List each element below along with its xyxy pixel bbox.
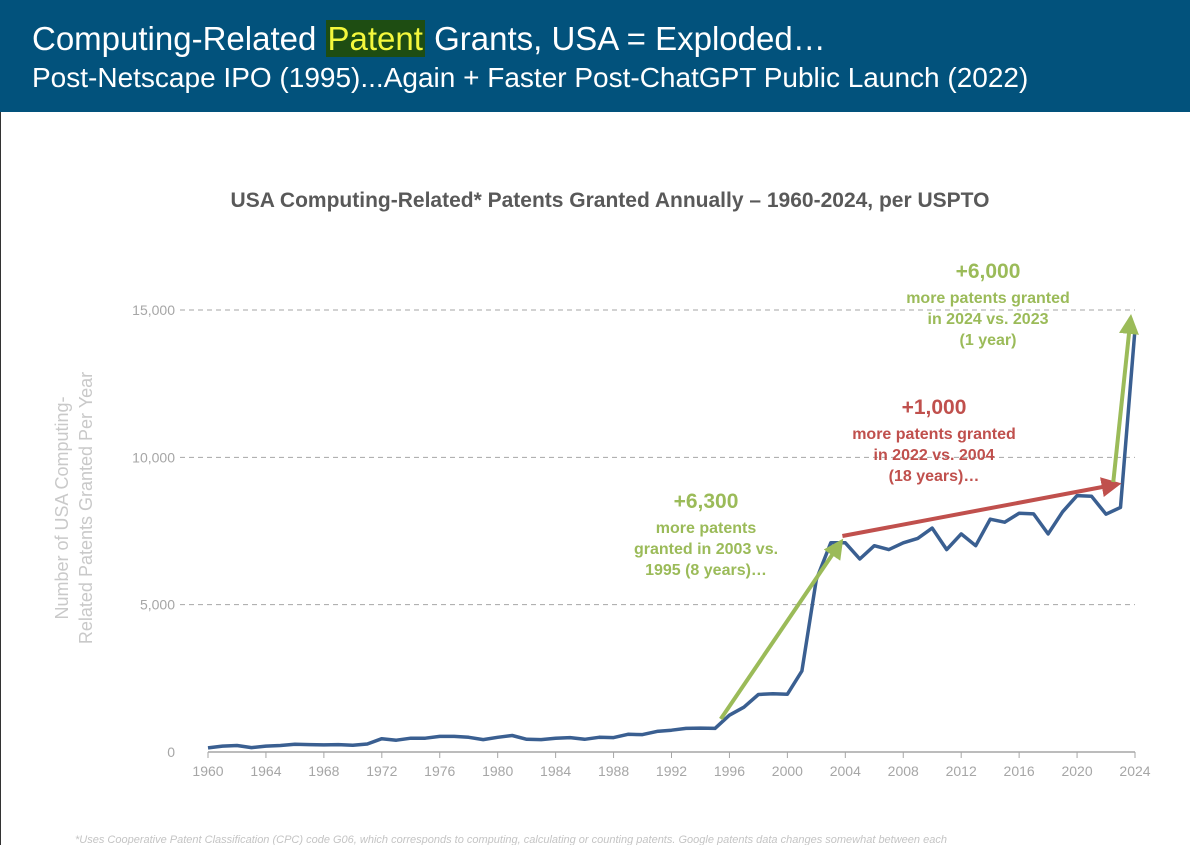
- annotation-headline: +1,000: [902, 396, 967, 419]
- x-tick-label: 1976: [424, 763, 455, 779]
- x-tick-label: 2016: [1004, 763, 1035, 779]
- x-tick-label: 1972: [366, 763, 397, 779]
- x-tick-label: 2004: [830, 763, 861, 779]
- green-arrow: [719, 538, 844, 721]
- chart-title: USA Computing-Related* Patents Granted A…: [231, 189, 990, 212]
- title-highlight: Patent: [325, 20, 425, 57]
- x-tick-label: 2000: [772, 763, 803, 779]
- annotation-text: more patents granted: [906, 290, 1070, 307]
- annotation-text: granted in 2003 vs.: [634, 541, 778, 558]
- y-tick-label: 15,000: [132, 302, 175, 318]
- title-text: Computing-Related: [32, 20, 326, 57]
- annotation-text: (18 years)…: [889, 468, 980, 485]
- slide-border: [0, 112, 1, 845]
- x-tick-label: 1988: [598, 763, 629, 779]
- x-tick-label: 2024: [1119, 763, 1150, 779]
- x-tick-label: 2008: [888, 763, 919, 779]
- y-tick-label: 10,000: [132, 449, 175, 465]
- green-arrow: [1111, 313, 1139, 483]
- annotation-text: more patents: [656, 520, 757, 537]
- x-tick-label: 1996: [714, 763, 745, 779]
- series-line: [207, 329, 1137, 750]
- x-tick-label: 1964: [250, 763, 281, 779]
- slide-header: Computing-Related Patent Grants, USA = E…: [0, 0, 1190, 112]
- x-tick-label: 1980: [482, 763, 513, 779]
- y-tick-label: 0: [167, 744, 175, 760]
- slide-title: Computing-Related Patent Grants, USA = E…: [32, 20, 826, 58]
- y-axis-label-line-2: Related Patents Granted Per Year: [76, 372, 96, 644]
- annotation-text: (1 year): [960, 332, 1017, 349]
- title-text-end: Grants, USA = Exploded…: [424, 20, 826, 57]
- red-arrow: [842, 477, 1122, 538]
- annotation-headline: +6,300: [674, 490, 739, 513]
- x-tick-label: 2012: [946, 763, 977, 779]
- x-tick-label: 1968: [308, 763, 339, 779]
- y-axis-label-line-1: Number of USA Computing-: [52, 396, 72, 619]
- x-tick-label: 1960: [192, 763, 223, 779]
- annotation-headline: +6,000: [956, 260, 1021, 283]
- footnote: *Uses Cooperative Patent Classification …: [75, 834, 947, 845]
- x-tick-label: 2020: [1061, 763, 1092, 779]
- annotation-text: in 2022 vs. 2004: [874, 447, 995, 464]
- x-tick-label: 1992: [656, 763, 687, 779]
- slide-subtitle: Post-Netscape IPO (1995)...Again + Faste…: [32, 62, 1029, 93]
- annotation-text: in 2024 vs. 2023: [928, 311, 1049, 328]
- y-tick-label: 5,000: [140, 597, 175, 613]
- x-tick-label: 1984: [540, 763, 571, 779]
- annotation-text: more patents granted: [852, 426, 1016, 443]
- annotation-text: 1995 (8 years)…: [645, 562, 767, 579]
